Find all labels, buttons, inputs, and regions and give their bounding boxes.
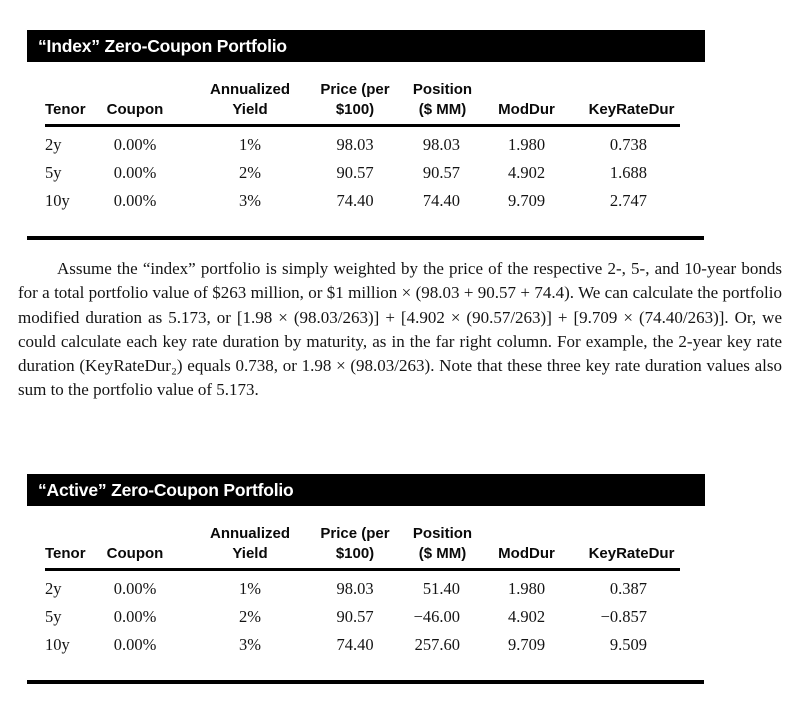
- column-header-coupon: Coupon: [100, 100, 170, 120]
- table-row: 2y 0.00% 1% 98.03 51.40 1.980 0.387: [45, 575, 683, 603]
- column-header-line1: Annualized: [209, 81, 290, 98]
- table-bottom-rule: [27, 680, 704, 684]
- column-header-coupon: Coupon: [100, 544, 170, 564]
- cell-tenor: 2y: [45, 579, 62, 598]
- cell-coupon: 0.00%: [113, 579, 157, 598]
- cell-moddur: 4.902: [507, 607, 546, 626]
- column-header-line2: ($ MM): [418, 545, 467, 562]
- column-header-line2: ModDur: [498, 101, 555, 118]
- cell-tenor: 10y: [45, 191, 70, 210]
- cell-price: 74.40: [336, 635, 374, 654]
- column-header-position: Position ($ MM): [405, 80, 495, 120]
- cell-coupon: 0.00%: [113, 135, 157, 154]
- cell-moddur: 9.709: [507, 635, 546, 654]
- cell-position: 98.03: [422, 135, 460, 154]
- active-table-title-bar: “Active” Zero-Coupon Portfolio: [27, 474, 705, 506]
- cell-price: 98.03: [336, 135, 374, 154]
- column-header-price: Price (per $100): [305, 80, 405, 120]
- cell-keyratedur: 9.509: [609, 635, 647, 654]
- column-header-keyratedur: KeyRateDur: [580, 100, 683, 120]
- explanatory-paragraph: Assume the “index” portfolio is simply w…: [18, 259, 782, 400]
- table-row: 10y 0.00% 3% 74.40 257.60 9.709 9.509: [45, 631, 683, 659]
- index-table-body: 2y 0.00% 1% 98.03 98.03 1.980 0.738 5y 0…: [45, 131, 683, 215]
- cell-position: −46.00: [413, 607, 460, 626]
- cell-yield: 3%: [239, 635, 261, 654]
- cell-price: 74.40: [336, 191, 374, 210]
- cell-coupon: 0.00%: [113, 163, 157, 182]
- cell-keyratedur: −0.857: [600, 607, 647, 626]
- column-header-line2: ModDur: [498, 545, 555, 562]
- column-header-line2: ($ MM): [418, 101, 467, 118]
- cell-coupon: 0.00%: [113, 607, 157, 626]
- active-table-title: “Active” Zero-Coupon Portfolio: [38, 479, 294, 500]
- active-table-header-row: Tenor Coupon Annualized Yield Price (per $…: [45, 518, 683, 564]
- cell-coupon: 0.00%: [113, 635, 157, 654]
- cell-keyratedur: 0.387: [609, 579, 647, 598]
- active-table: Tenor Coupon Annualized Yield Price (per $…: [27, 518, 704, 684]
- header-rule: [45, 124, 680, 127]
- index-table-title-bar: “Index” Zero-Coupon Portfolio: [27, 30, 705, 62]
- column-header-keyratedur: KeyRateDur: [580, 544, 683, 564]
- table-bottom-rule: [27, 236, 704, 240]
- column-header-position: Position ($ MM): [405, 524, 495, 564]
- column-header-line1: Annualized: [209, 525, 290, 542]
- cell-price: 90.57: [336, 607, 374, 626]
- cell-moddur: 1.980: [507, 579, 546, 598]
- cell-moddur: 9.709: [507, 191, 546, 210]
- cell-price: 98.03: [336, 579, 374, 598]
- column-header-line1: Price (per: [320, 81, 390, 98]
- cell-position: 257.60: [414, 635, 460, 654]
- cell-price: 90.57: [336, 163, 374, 182]
- cell-tenor: 2y: [45, 135, 62, 154]
- column-header-line1: Price (per: [320, 525, 390, 542]
- column-header-line2: KeyRateDur: [588, 101, 675, 118]
- column-header-line1: Position: [412, 525, 473, 542]
- column-header-line2: KeyRateDur: [588, 545, 675, 562]
- cell-yield: 3%: [239, 191, 261, 210]
- table-row: 10y 0.00% 3% 74.40 74.40 9.709 2.747: [45, 187, 683, 215]
- column-header-price: Price (per $100): [305, 524, 405, 564]
- table-row: 2y 0.00% 1% 98.03 98.03 1.980 0.738: [45, 131, 683, 159]
- cell-keyratedur: 1.688: [609, 163, 647, 182]
- cell-position: 74.40: [422, 191, 460, 210]
- cell-yield: 1%: [239, 579, 261, 598]
- column-header-line2: $100): [335, 545, 375, 562]
- column-header-line2: Tenor: [45, 545, 86, 562]
- cell-moddur: 4.902: [507, 163, 546, 182]
- column-header-line2: Yield: [232, 545, 268, 562]
- index-table: Tenor Coupon Annualized Yield Price (per $…: [27, 74, 704, 240]
- cell-tenor: 5y: [45, 163, 62, 182]
- cell-position: 90.57: [422, 163, 460, 182]
- column-header-line2: Tenor: [45, 101, 86, 118]
- column-header-moddur: ModDur: [495, 100, 580, 120]
- column-header-line2: $100): [335, 101, 375, 118]
- column-header-tenor: Tenor: [45, 544, 100, 564]
- column-header-line1: Position: [412, 81, 473, 98]
- column-header-tenor: Tenor: [45, 100, 100, 120]
- active-table-body: 2y 0.00% 1% 98.03 51.40 1.980 0.387 5y 0…: [45, 575, 683, 659]
- index-table-header-row: Tenor Coupon Annualized Yield Price (per $…: [45, 74, 683, 120]
- header-rule: [45, 568, 680, 571]
- column-header-annualized-yield: Annualized Yield: [170, 80, 305, 120]
- column-header-line2: Yield: [232, 101, 268, 118]
- index-table-title: “Index” Zero-Coupon Portfolio: [38, 35, 287, 56]
- table-row: 5y 0.00% 2% 90.57 −46.00 4.902 −0.857: [45, 603, 683, 631]
- cell-coupon: 0.00%: [113, 191, 157, 210]
- cell-keyratedur: 2.747: [609, 191, 647, 210]
- cell-tenor: 10y: [45, 635, 70, 654]
- cell-yield: 1%: [239, 135, 261, 154]
- column-header-line2: Coupon: [106, 101, 164, 118]
- column-header-annualized-yield: Annualized Yield: [170, 524, 305, 564]
- cell-position: 51.40: [422, 579, 460, 598]
- column-header-line2: Coupon: [106, 545, 164, 562]
- cell-yield: 2%: [239, 163, 261, 182]
- table-row: 5y 0.00% 2% 90.57 90.57 4.902 1.688: [45, 159, 683, 187]
- cell-moddur: 1.980: [507, 135, 546, 154]
- cell-tenor: 5y: [45, 607, 62, 626]
- cell-keyratedur: 0.738: [609, 135, 647, 154]
- cell-yield: 2%: [239, 607, 261, 626]
- column-header-moddur: ModDur: [495, 544, 580, 564]
